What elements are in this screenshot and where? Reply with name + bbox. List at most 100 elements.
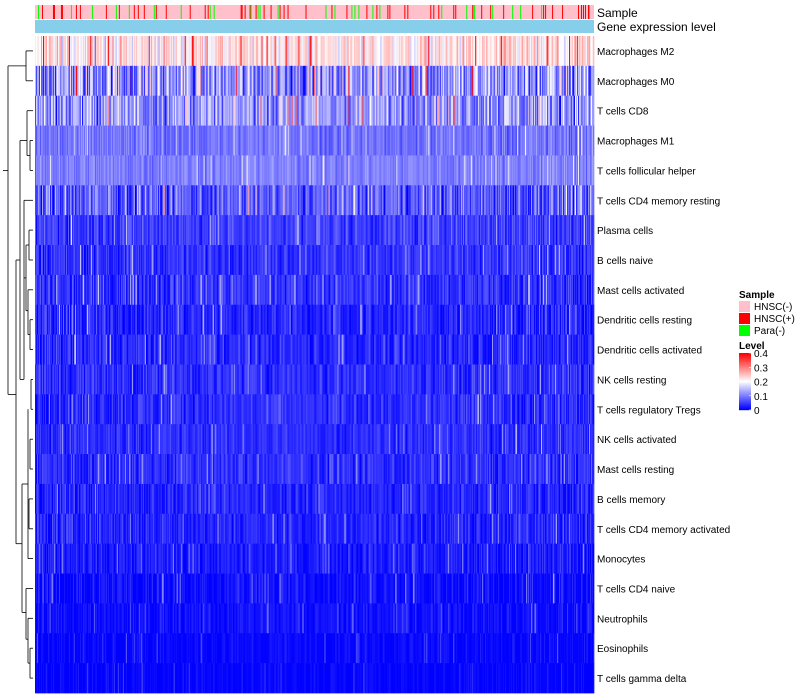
heatmap-cell	[188, 185, 191, 216]
heatmap-row	[35, 215, 595, 246]
heatmap-cell	[42, 155, 45, 186]
heatmap-cell	[467, 36, 469, 67]
sample-track-mark	[155, 5, 157, 19]
heatmap-cell	[241, 125, 243, 156]
heatmap-cell	[169, 125, 172, 156]
heatmap-cell	[106, 95, 109, 126]
heatmap-cell	[564, 65, 566, 97]
heatmap-cell	[526, 245, 528, 276]
heatmap-cell	[94, 185, 97, 216]
heatmap-cell	[96, 65, 99, 97]
heatmap-cell	[288, 215, 290, 246]
heatmap-cell	[388, 65, 390, 97]
heatmap-cell	[389, 65, 391, 97]
heatmap-cell	[307, 95, 309, 126]
heatmap-cell	[146, 155, 149, 186]
heatmap-cell	[526, 95, 528, 126]
heatmap-cell	[326, 65, 328, 97]
heatmap-cell	[107, 155, 110, 186]
heatmap-cell	[292, 274, 294, 306]
heatmap-cell	[202, 125, 205, 156]
sample-track-mark	[180, 5, 182, 19]
heatmap-cell	[82, 215, 85, 246]
heatmap-cell	[167, 125, 170, 156]
heatmap-cell	[210, 215, 213, 246]
heatmap-cell	[581, 155, 583, 186]
heatmap-cell	[239, 36, 241, 67]
heatmap-cell	[289, 95, 291, 126]
heatmap-cell	[385, 245, 387, 276]
heatmap-cell	[543, 36, 545, 67]
heatmap-cell	[71, 95, 74, 126]
heatmap-cell	[38, 185, 41, 216]
heatmap-cell	[500, 65, 502, 97]
heatmap-cell	[50, 155, 53, 186]
heatmap-cell	[565, 125, 567, 156]
heatmap-cell	[216, 125, 219, 156]
heatmap-cell	[63, 36, 66, 67]
heatmap-cell	[588, 155, 590, 186]
sample-track-mark	[249, 5, 251, 19]
heatmap-cell	[105, 95, 108, 126]
heatmap-cell	[60, 185, 63, 216]
heatmap-cell	[423, 95, 425, 126]
heatmap-cell	[401, 245, 403, 276]
heatmap-cell	[315, 274, 317, 306]
heatmap-cell	[535, 155, 537, 186]
heatmap-cell	[281, 36, 283, 67]
heatmap-cell	[267, 155, 269, 186]
heatmap-cell	[272, 215, 274, 246]
heatmap-cell	[562, 65, 564, 97]
heatmap-cell	[76, 245, 79, 276]
heatmap-cell	[556, 245, 558, 276]
heatmap-cell	[533, 245, 535, 276]
heatmap-cell	[564, 185, 566, 216]
heatmap-cell	[69, 274, 72, 306]
heatmap-cell	[318, 185, 320, 216]
heatmap-cell	[270, 185, 272, 216]
heatmap-cell	[518, 215, 520, 246]
heatmap-cell	[235, 36, 237, 67]
heatmap-cell	[332, 95, 334, 126]
heatmap-cell	[340, 65, 342, 97]
heatmap-cell	[459, 95, 461, 126]
heatmap-cell	[104, 155, 107, 186]
heatmap-cell	[329, 245, 331, 276]
heatmap-cell	[380, 245, 382, 276]
heatmap-cell	[464, 245, 466, 276]
heatmap-cell	[267, 185, 269, 216]
heatmap-cell	[235, 215, 237, 246]
heatmap-cell	[85, 245, 88, 276]
heatmap-cell	[44, 274, 47, 306]
heatmap-cell	[510, 65, 512, 97]
heatmap-cell	[155, 36, 158, 67]
heatmap-cell	[259, 274, 261, 306]
heatmap-cell	[262, 65, 264, 97]
heatmap-cell	[117, 65, 120, 97]
heatmap-cell	[122, 125, 125, 156]
heatmap-cell	[499, 36, 501, 67]
heatmap-cell	[53, 65, 56, 97]
heatmap-cell	[98, 245, 101, 276]
heatmap-cell	[385, 185, 387, 216]
heatmap-cell	[231, 95, 233, 126]
heatmap-cell	[513, 245, 515, 276]
heatmap-cell	[134, 215, 137, 246]
heatmap-cell	[386, 155, 388, 186]
heatmap-cell	[49, 245, 52, 276]
heatmap-cell	[497, 125, 499, 156]
heatmap-cell	[452, 36, 454, 67]
heatmap-cell	[294, 245, 296, 276]
heatmap-cell	[161, 245, 164, 276]
heatmap-cell	[46, 185, 49, 216]
heatmap-cell	[232, 185, 234, 216]
heatmap-cell	[43, 185, 46, 216]
heatmap-cell	[198, 245, 201, 276]
heatmap-cell	[563, 125, 565, 156]
heatmap-cell	[492, 215, 494, 246]
heatmap-cell	[418, 36, 420, 67]
heatmap-cell	[517, 36, 519, 67]
heatmap-cell	[78, 215, 81, 246]
heatmap-cell	[134, 274, 137, 306]
heatmap-cell	[300, 125, 302, 156]
